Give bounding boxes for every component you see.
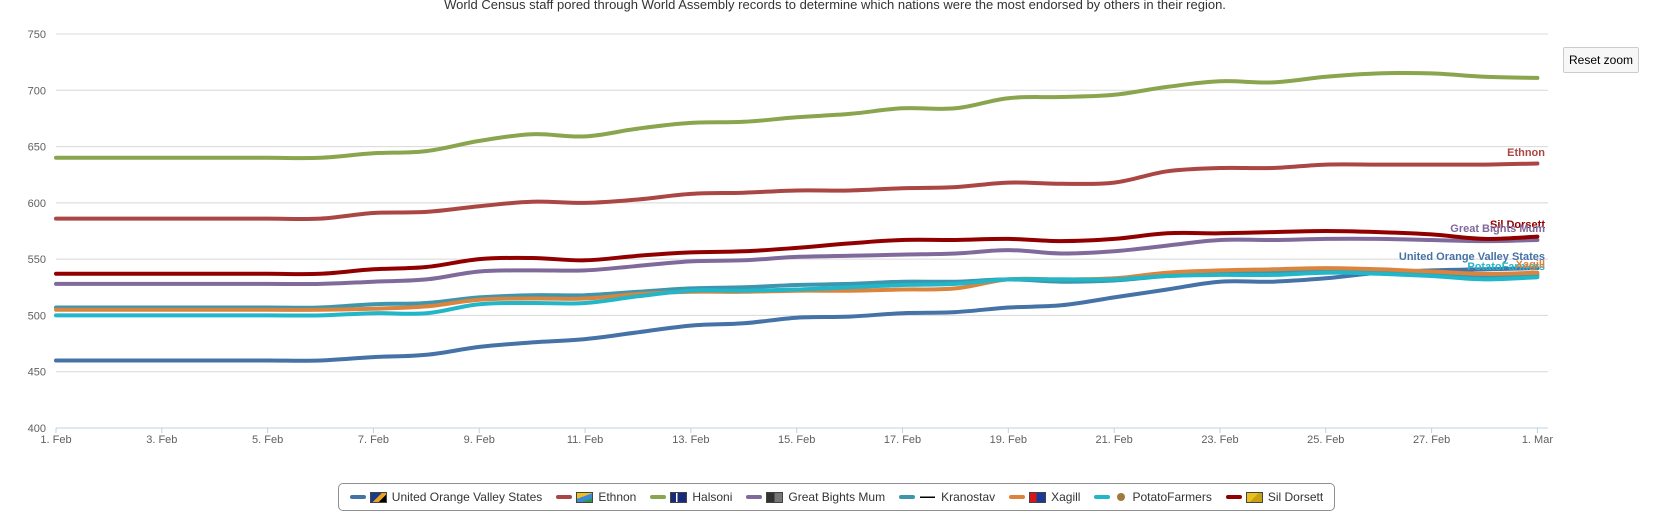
- legend-label: United Orange Valley States: [391, 490, 543, 504]
- sildorsett-flag-icon: [1245, 491, 1263, 503]
- uovs-flag-icon: [369, 491, 387, 503]
- legend-item-potatofarmers[interactable]: PotatoFarmers: [1094, 490, 1212, 504]
- x-tick-label: 19. Feb: [990, 434, 1027, 446]
- legend-swatch: [746, 495, 763, 499]
- y-tick-label: 600: [28, 198, 46, 210]
- x-tick-label: 7. Feb: [358, 434, 389, 446]
- halsoni-flag-icon: [670, 491, 688, 503]
- x-tick-label: 3. Feb: [146, 434, 177, 446]
- series-line-kranostav[interactable]: [54, 269, 1540, 310]
- x-tick-label: 23. Feb: [1201, 434, 1238, 446]
- xagill-flag-icon: [1029, 491, 1047, 503]
- legend-item-kranostav[interactable]: Kranostav: [899, 490, 995, 504]
- x-tick-label: 15. Feb: [778, 434, 815, 446]
- legend-item-sil-dorsett[interactable]: Sil Dorsett: [1225, 490, 1324, 504]
- legend-swatch: [556, 495, 573, 499]
- y-tick-label: 400: [28, 423, 46, 435]
- legend-swatch: [899, 495, 916, 499]
- series-line-potatofarmers[interactable]: [54, 270, 1540, 318]
- kranostav-flag-icon: [919, 491, 937, 503]
- x-tick-label: 25. Feb: [1307, 434, 1344, 446]
- reset-zoom-button[interactable]: Reset zoom: [1563, 47, 1639, 73]
- chart-subtitle: World Census staff pored through World A…: [444, 0, 1226, 12]
- legend-label: Great Bights Mum: [788, 490, 886, 504]
- legend-item-united-orange-valley-states[interactable]: United Orange Valley States: [349, 490, 543, 504]
- chart-legend: United Orange Valley States Ethnon Halsoni…: [338, 483, 1335, 511]
- legend-item-halsoni[interactable]: Halsoni: [650, 490, 732, 504]
- series-end-label: Ethnon: [1507, 147, 1545, 159]
- legend-swatch: [1094, 495, 1111, 499]
- series-line-sil-dorsett[interactable]: [54, 229, 1540, 277]
- x-tick-label: 17. Feb: [884, 434, 921, 446]
- y-tick-label: 550: [28, 254, 46, 266]
- y-tick-label: 650: [28, 142, 46, 154]
- gbm-flag-icon: [766, 491, 784, 503]
- legend-item-ethnon[interactable]: Ethnon: [556, 490, 636, 504]
- potato-flag-icon: [1117, 493, 1126, 501]
- x-tick-label: 1. Feb: [40, 434, 71, 446]
- legend-swatch: [349, 495, 366, 499]
- legend-swatch: [1225, 495, 1242, 499]
- legend-label: Halsoni: [692, 490, 733, 504]
- series-line-great-bights-mum[interactable]: [54, 236, 1540, 287]
- x-tick-label: 9. Feb: [464, 434, 495, 446]
- series-end-label: United Orange Valley States: [1399, 251, 1545, 263]
- x-tick-label: 5. Feb: [252, 434, 283, 446]
- legend-item-great-bights-mum[interactable]: Great Bights Mum: [746, 490, 885, 504]
- legend-label: PotatoFarmers: [1132, 490, 1212, 504]
- legend-label: Ethnon: [598, 490, 637, 504]
- series-end-label: Xagill: [1516, 259, 1545, 271]
- legend-label: Sil Dorsett: [1267, 490, 1324, 504]
- series-end-label: Great Bights Mum: [1450, 223, 1545, 235]
- y-tick-label: 700: [28, 85, 46, 97]
- y-tick-label: 450: [28, 367, 46, 379]
- series-line-united-orange-valley-states[interactable]: [54, 266, 1540, 363]
- x-tick-label: 13. Feb: [672, 434, 709, 446]
- legend-label: Kranostav: [941, 490, 996, 504]
- series-line-halsoni[interactable]: [54, 70, 1540, 161]
- y-tick-label: 500: [28, 310, 46, 322]
- x-tick-label: 27. Feb: [1413, 434, 1450, 446]
- x-tick-label: 11. Feb: [567, 434, 604, 446]
- ethnon-flag-icon: [576, 491, 594, 503]
- series-end-label: PotatoFarmers: [1467, 261, 1545, 273]
- x-tick-label: 1. Mar: [1522, 434, 1554, 446]
- legend-item-xagill[interactable]: Xagill: [1009, 490, 1080, 504]
- legend-swatch: [1009, 495, 1026, 499]
- y-tick-label: 750: [28, 29, 46, 41]
- legend-label: Xagill: [1051, 490, 1081, 504]
- series-line-ethnon[interactable]: [54, 161, 1540, 222]
- series-end-label: Sil Dorsett: [1490, 219, 1545, 231]
- x-tick-label: 21. Feb: [1095, 434, 1132, 446]
- legend-swatch: [650, 495, 667, 499]
